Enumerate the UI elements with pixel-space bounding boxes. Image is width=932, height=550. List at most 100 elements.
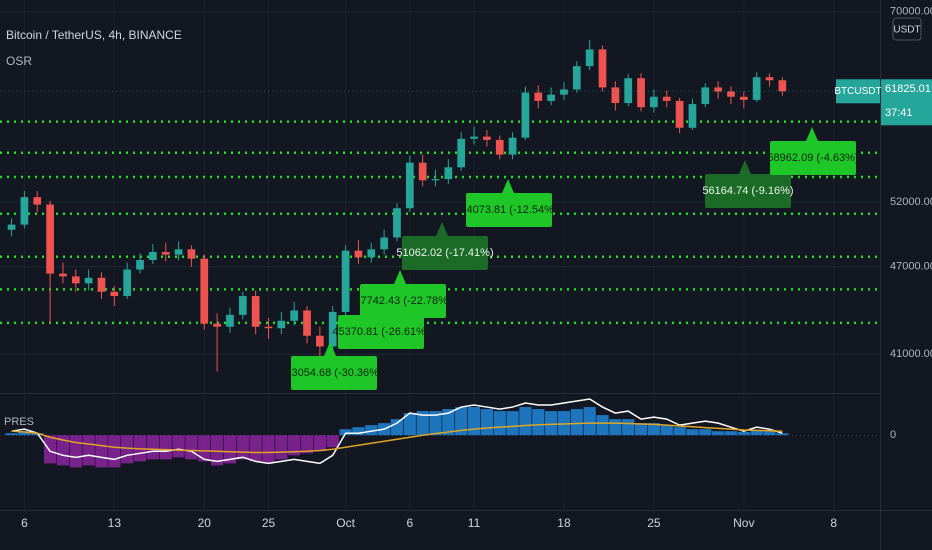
histogram-bar (326, 435, 339, 448)
histogram-bar (262, 435, 275, 464)
level-box (466, 193, 552, 227)
price-badge (881, 79, 932, 126)
candle-body (264, 326, 273, 329)
x-tick-label: 25 (262, 516, 276, 530)
candle-body (611, 87, 620, 104)
histogram-bar (198, 435, 211, 462)
marks (0, 39, 880, 468)
candle-body (483, 136, 491, 140)
level-arrow (324, 342, 336, 356)
level-box (291, 356, 377, 390)
histogram-bar (609, 419, 622, 436)
histogram-bar (69, 435, 82, 468)
overlay: 6 13 20 25 Oct 6 11 18 25 Nov 8 70000.00 52000.00 470… (0, 6, 932, 530)
histogram-bar (455, 407, 468, 436)
candle-body (572, 66, 581, 90)
candle-body (534, 92, 543, 101)
histogram-bar (416, 411, 429, 436)
x-tick-label: 25 (647, 516, 661, 530)
level-arrow (436, 222, 448, 236)
candle-body (637, 78, 645, 108)
osc-tick-label: 0 (890, 429, 896, 441)
currency-box[interactable] (892, 17, 922, 41)
histogram-bar (249, 435, 262, 462)
level-box (770, 141, 856, 175)
y-tick-label: 47000.00 (890, 261, 932, 273)
level-box (360, 284, 446, 318)
histogram-bar (82, 435, 95, 466)
histogram-bar (570, 409, 583, 436)
x-tick-label: 6 (21, 516, 28, 530)
histogram-bar (365, 425, 378, 436)
candle-body (149, 251, 157, 261)
histogram-bar (223, 435, 237, 464)
histogram-bar (545, 411, 558, 436)
level-label: 54073.81 (-12.54%) (460, 204, 557, 216)
candle-body (547, 94, 555, 101)
indicator-name: OSR (6, 54, 32, 68)
histogram-bar (313, 435, 326, 452)
level-box (705, 174, 791, 208)
x-tick-label: 20 (198, 516, 212, 530)
histogram-bar (108, 435, 121, 468)
candle-body (46, 204, 54, 274)
candle-body (7, 224, 16, 230)
candle-body (161, 251, 170, 255)
histogram-bar (673, 427, 686, 436)
histogram-bar (634, 423, 648, 436)
candle-body (97, 277, 106, 292)
candle-body (354, 250, 363, 258)
candle-body (765, 77, 774, 81)
x-tick-label: 18 (557, 516, 571, 530)
x-tick-label: 8 (830, 516, 837, 530)
candle-body (71, 276, 80, 284)
candle-body (251, 296, 260, 327)
histogram-bar (56, 435, 70, 466)
level-label: 43054.68 (-30.36%) (285, 367, 382, 379)
candle-body (739, 96, 748, 100)
last-price-label: 61825.01 (885, 83, 931, 95)
level-arrow (806, 127, 818, 141)
histogram-bar (596, 415, 609, 436)
candle-body (393, 208, 401, 238)
histogram-bar (390, 419, 404, 436)
osc-line (11, 398, 783, 465)
histogram-bar (763, 431, 776, 436)
candle-body (213, 323, 221, 327)
candle-body (136, 260, 144, 270)
candle-body (187, 249, 196, 259)
histogram-bar (519, 407, 532, 436)
histogram-bar (686, 429, 699, 436)
histogram-bar (236, 435, 249, 460)
histogram-bar (660, 425, 673, 436)
x-tick-label: 13 (108, 516, 122, 530)
candle-body (470, 136, 478, 139)
histogram-bar (300, 435, 314, 454)
histogram-bar (159, 435, 172, 460)
histogram-bar (146, 435, 159, 460)
candle-body (431, 179, 440, 181)
histogram-bar (18, 431, 31, 436)
histogram-bar (339, 429, 352, 436)
ticker-label: BTCUSDT (834, 86, 881, 97)
candle-body (20, 197, 29, 225)
level-label: 47742.43 (-22.78%) (354, 295, 451, 307)
osc-line (11, 422, 783, 454)
candle-body (84, 277, 93, 284)
level-label: 56164.74 (-9.16%) (702, 185, 793, 197)
candle-body (688, 104, 697, 128)
level-label: 45370.81 (-26.61%) (332, 326, 429, 338)
candle-body (200, 258, 209, 324)
histogram-bar (557, 411, 571, 436)
histogram-bar (275, 435, 288, 460)
histogram-bar (724, 431, 738, 436)
ticker-badge (836, 79, 880, 104)
histogram-bar (121, 435, 134, 464)
candle-body (290, 310, 299, 321)
level-box (338, 315, 424, 349)
candle-body (316, 335, 324, 347)
candle-body (367, 249, 376, 258)
histogram-bar (211, 435, 224, 466)
currency-label[interactable]: USDT (893, 25, 920, 36)
